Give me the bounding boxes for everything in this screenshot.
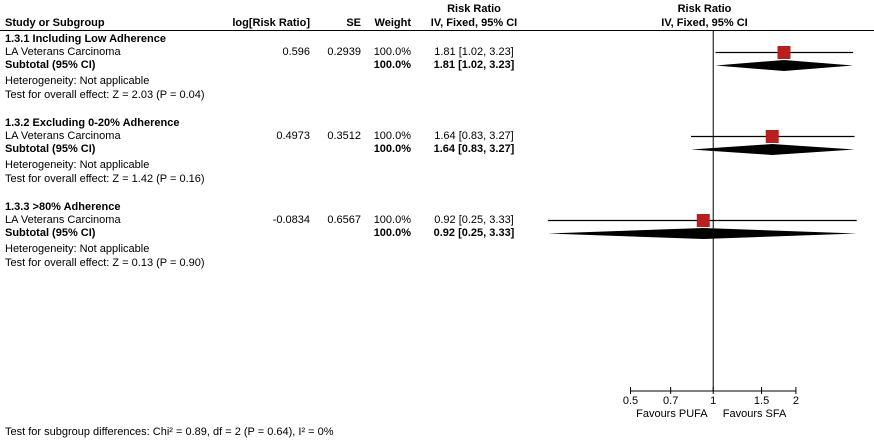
subtotal-label: Subtotal (95% CI) (5, 227, 96, 239)
favours-right-label: Favours SFA (722, 408, 787, 420)
effect-column-subheader: IV, Fixed, 95% CI (430, 17, 518, 29)
axis-tick-label: 2 (792, 395, 799, 407)
study-name: LA Veterans Carcinoma (5, 46, 121, 58)
subtotal-effect-estimate: 0.92 [0.25, 3.33] (433, 227, 515, 239)
overall-effect-text: Test for overall effect: Z = 2.03 (P = 0… (5, 89, 205, 101)
subtotal-effect-estimate: 1.64 [0.83, 3.27] (433, 143, 515, 155)
axis-tick-label: 0.5 (622, 395, 639, 407)
subtotal-diamond (547, 228, 857, 239)
axis-tick-label: 1.5 (753, 395, 770, 407)
effect-square (777, 46, 791, 59)
subtotal-weight: 100.0% (373, 227, 411, 239)
weight-column-header: Weight (374, 17, 411, 29)
subgroup-title: 1.3.3 >80% Adherence (5, 201, 121, 213)
heterogeneity-text: Heterogeneity: Not applicable (5, 159, 150, 171)
study-se: 0.2939 (327, 46, 361, 58)
subgroup-difference-test: Test for subgroup differences: Chi² = 0.… (5, 426, 334, 438)
study-weight: 100.0% (373, 46, 411, 58)
subtotal-label: Subtotal (95% CI) (5, 59, 96, 71)
subtotal-label: Subtotal (95% CI) (5, 143, 96, 155)
axis-tick-label: 0.7 (663, 395, 679, 407)
subtotal-weight: 100.0% (373, 59, 411, 71)
axis-tick-label: 1 (710, 395, 717, 407)
effect-column-title: Risk Ratio (447, 3, 501, 15)
subgroup-title: 1.3.1 Including Low Adherence (5, 33, 166, 45)
log-rr-column-header: log[Risk Ratio] (232, 17, 310, 29)
favours-left-label: Favours PUFA (636, 408, 708, 420)
subtotal-diamond (715, 60, 854, 71)
subtotal-effect-estimate: 1.81 [1.02, 3.23] (433, 59, 515, 71)
study-log-rr: 0.4973 (276, 130, 310, 142)
effect-square (696, 214, 710, 227)
study-effect-estimate: 1.64 [0.83, 3.27] (434, 130, 514, 142)
study-column-header: Study or Subgroup (5, 17, 105, 29)
study-effect-estimate: 1.81 [1.02, 3.23] (434, 46, 514, 58)
plot-column-title: Risk Ratio (677, 3, 732, 15)
subtotal-weight: 100.0% (373, 143, 411, 155)
overall-effect-text: Test for overall effect: Z = 0.13 (P = 0… (5, 257, 205, 269)
study-weight: 100.0% (373, 214, 411, 226)
study-log-rr: -0.0834 (272, 214, 310, 226)
subtotal-diamond (690, 144, 855, 155)
study-se: 0.3512 (327, 130, 361, 142)
effect-square (765, 130, 779, 143)
se-column-header: SE (346, 17, 361, 29)
plot-column-subheader: IV, Fixed, 95% CI (661, 17, 748, 29)
study-name: LA Veterans Carcinoma (5, 214, 121, 226)
study-effect-estimate: 0.92 [0.25, 3.33] (434, 214, 514, 226)
study-weight: 100.0% (373, 130, 411, 142)
subgroup-title: 1.3.2 Excluding 0-20% Adherence (5, 117, 180, 129)
header-divider (0, 30, 874, 31)
heterogeneity-text: Heterogeneity: Not applicable (5, 75, 150, 87)
heterogeneity-text: Heterogeneity: Not applicable (5, 243, 150, 255)
study-log-rr: 0.596 (282, 46, 310, 58)
overall-effect-text: Test for overall effect: Z = 1.42 (P = 0… (5, 173, 205, 185)
study-name: LA Veterans Carcinoma (5, 130, 121, 142)
study-se: 0.6567 (327, 214, 361, 226)
